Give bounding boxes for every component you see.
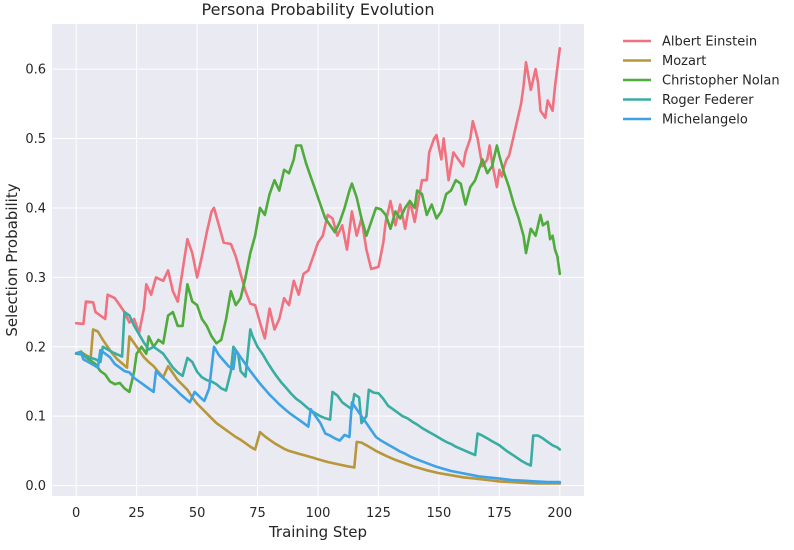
x-tick-label: 100 bbox=[306, 506, 331, 521]
y-tick-label: 0.0 bbox=[25, 479, 46, 494]
x-tick-label: 75 bbox=[249, 506, 266, 521]
series-line-christopher-nolan bbox=[74, 144, 562, 394]
y-tick-label: 0.5 bbox=[25, 132, 46, 147]
legend-label: Albert Einstein bbox=[662, 35, 757, 50]
x-tick-label: 150 bbox=[426, 506, 451, 521]
series-line-mozart bbox=[74, 328, 562, 485]
x-axis-label: Training Step bbox=[268, 523, 367, 541]
x-tick-label: 50 bbox=[189, 506, 206, 521]
x-tick-label: 25 bbox=[128, 506, 145, 521]
x-tick-label: 125 bbox=[366, 506, 391, 521]
x-tick-label: 0 bbox=[72, 506, 80, 521]
x-tick-label: 175 bbox=[487, 506, 512, 521]
y-tick-label: 0.2 bbox=[25, 340, 46, 355]
series-lines bbox=[74, 47, 562, 485]
legend-label: Michelangelo bbox=[662, 113, 748, 128]
y-tick-label: 0.6 bbox=[25, 63, 46, 78]
legend: Albert Einstein Mozart Christopher Nolan Ro… bbox=[623, 35, 780, 128]
legend-label: Roger Federer bbox=[662, 93, 754, 108]
legend-label: Christopher Nolan bbox=[662, 74, 780, 89]
series-line-roger-federer bbox=[74, 310, 562, 467]
y-tick-labels: 0.0 0.1 0.2 0.3 0.4 0.5 0.6 bbox=[25, 63, 46, 494]
x-tick-labels: 0 25 50 75 100 125 150 175 200 bbox=[72, 506, 572, 521]
y-tick-label: 0.4 bbox=[25, 201, 46, 216]
y-tick-label: 0.1 bbox=[25, 410, 46, 425]
chart-title: Persona Probability Evolution bbox=[202, 0, 435, 19]
legend-label: Mozart bbox=[662, 54, 706, 69]
x-tick-label: 200 bbox=[547, 506, 572, 521]
y-axis-label: Selection Probability bbox=[3, 183, 21, 336]
series-line-michelangelo bbox=[74, 345, 562, 484]
series-line-albert-einstein bbox=[74, 47, 562, 340]
y-tick-label: 0.3 bbox=[25, 271, 46, 286]
